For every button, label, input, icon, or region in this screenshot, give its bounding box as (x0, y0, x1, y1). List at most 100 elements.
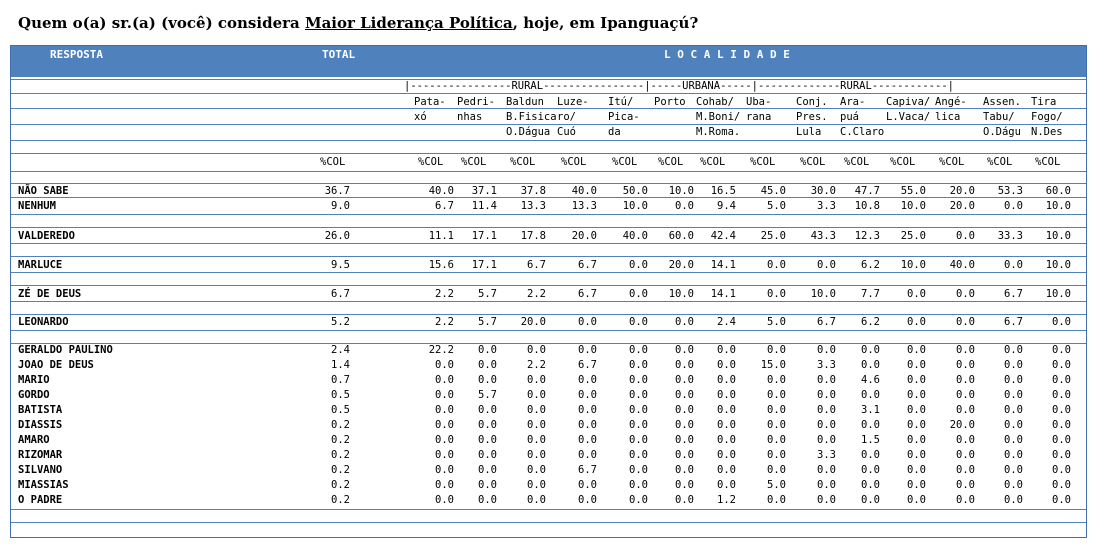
cell-value: 0.0 (767, 404, 786, 416)
cell-value: 5.0 (767, 316, 786, 328)
cell-value: 6.7 (435, 200, 454, 212)
cell-value: 50.0 (622, 185, 648, 197)
cell-value: 2.2 (435, 288, 454, 300)
cell-value: 17.1 (471, 230, 497, 242)
cell-value: 0.0 (578, 449, 597, 461)
cell-value: 47.7 (854, 185, 880, 197)
cell-value: 33.3 (997, 230, 1023, 242)
cell-value: 0.0 (767, 494, 786, 506)
cell-value: 40.0 (949, 259, 975, 271)
grid-line (11, 214, 1086, 215)
cell-value: 0.0 (478, 434, 497, 446)
grid-line (11, 227, 1086, 228)
cell-value: 0.0 (1052, 344, 1071, 356)
cell-value: 0.0 (1004, 449, 1023, 461)
cell-value: 17.8 (520, 230, 546, 242)
cell-value: 0.0 (1052, 404, 1071, 416)
column-label: B.Fisica (506, 111, 557, 123)
cell-value: 0.0 (629, 419, 648, 431)
column-label: nhas (457, 111, 483, 123)
grid-line (11, 256, 1086, 257)
cell-value: 0.0 (578, 316, 597, 328)
column-label: Cuó (557, 126, 576, 138)
cell-value: 0.0 (1004, 494, 1023, 506)
grid-line (11, 93, 1086, 94)
grid-line (11, 343, 1086, 344)
row-total: 0.5 (331, 389, 350, 401)
row-label: BATISTA (18, 404, 63, 416)
cell-value: 0.0 (956, 374, 975, 386)
cell-value: 0.0 (767, 288, 786, 300)
cell-value: 0.0 (1052, 479, 1071, 491)
cell-value: 6.2 (861, 259, 880, 271)
cell-value: 0.0 (675, 419, 694, 431)
column-label: Uba- (746, 96, 772, 108)
cell-value: 0.0 (478, 419, 497, 431)
cell-value: 0.0 (435, 449, 454, 461)
cell-value: 0.0 (956, 230, 975, 242)
cell-value: 0.0 (435, 374, 454, 386)
cell-value: 0.0 (717, 389, 736, 401)
cell-value: 0.0 (861, 359, 880, 371)
cell-value: 0.0 (578, 389, 597, 401)
column-label: Lula (796, 126, 822, 138)
cell-value: 0.0 (717, 374, 736, 386)
cell-value: 14.1 (710, 288, 736, 300)
cell-value: 0.0 (817, 464, 836, 476)
cell-value: 0.0 (1052, 449, 1071, 461)
column-label: O.Dágu (983, 126, 1021, 138)
cell-value: 0.0 (956, 316, 975, 328)
cell-value: 10.0 (1045, 288, 1071, 300)
cell-value: 0.0 (956, 344, 975, 356)
cell-value: 20.0 (949, 185, 975, 197)
cell-value: 0.0 (675, 494, 694, 506)
cell-value: 0.0 (629, 479, 648, 491)
cell-value: 13.3 (571, 200, 597, 212)
cell-value: 45.0 (760, 185, 786, 197)
cell-value: 0.0 (578, 434, 597, 446)
column-label: O.Dágua (506, 126, 551, 138)
table-frame (10, 45, 1087, 538)
cell-value: 0.0 (1004, 374, 1023, 386)
row-label: DIASSIS (18, 419, 63, 431)
grid-line (11, 301, 1086, 302)
cell-value: 0.0 (578, 494, 597, 506)
column-label: puá (840, 111, 859, 123)
cell-value: 20.0 (668, 259, 694, 271)
col-unit: %COL (700, 156, 726, 168)
cell-value: 0.0 (527, 494, 546, 506)
cell-value: 0.0 (527, 344, 546, 356)
cell-value: 1.2 (717, 494, 736, 506)
cell-value: 60.0 (668, 230, 694, 242)
cell-value: 0.0 (1004, 464, 1023, 476)
col-unit: %COL (612, 156, 638, 168)
cell-value: 25.0 (900, 230, 926, 242)
cell-value: 0.0 (767, 464, 786, 476)
title-prefix: Quem o(a) sr.(a) (você) considera (18, 14, 305, 32)
grid-line (11, 330, 1086, 331)
row-total: 0.7 (331, 374, 350, 386)
row-label: MARLUCE (18, 259, 63, 271)
cell-value: 0.0 (817, 404, 836, 416)
cell-value: 0.0 (527, 374, 546, 386)
col-unit: %COL (987, 156, 1013, 168)
cell-value: 0.0 (675, 200, 694, 212)
cell-value: 53.3 (997, 185, 1023, 197)
cell-value: 0.0 (956, 494, 975, 506)
row-label: MARIO (18, 374, 50, 386)
cell-value: 6.7 (578, 259, 597, 271)
column-label: Angé- (935, 96, 967, 108)
cell-value: 0.0 (478, 344, 497, 356)
column-label: Assen. (983, 96, 1021, 108)
cell-value: 0.0 (1004, 389, 1023, 401)
row-label: MIASSIAS (18, 479, 69, 491)
cell-value: 0.0 (478, 464, 497, 476)
cell-value: 10.0 (668, 288, 694, 300)
cell-value: 22.2 (428, 344, 454, 356)
grid-line (11, 183, 1086, 184)
cell-value: 6.7 (578, 288, 597, 300)
row-total: 0.2 (331, 464, 350, 476)
column-label: Pres. (796, 111, 828, 123)
cell-value: 3.3 (817, 449, 836, 461)
cell-value: 20.0 (520, 316, 546, 328)
